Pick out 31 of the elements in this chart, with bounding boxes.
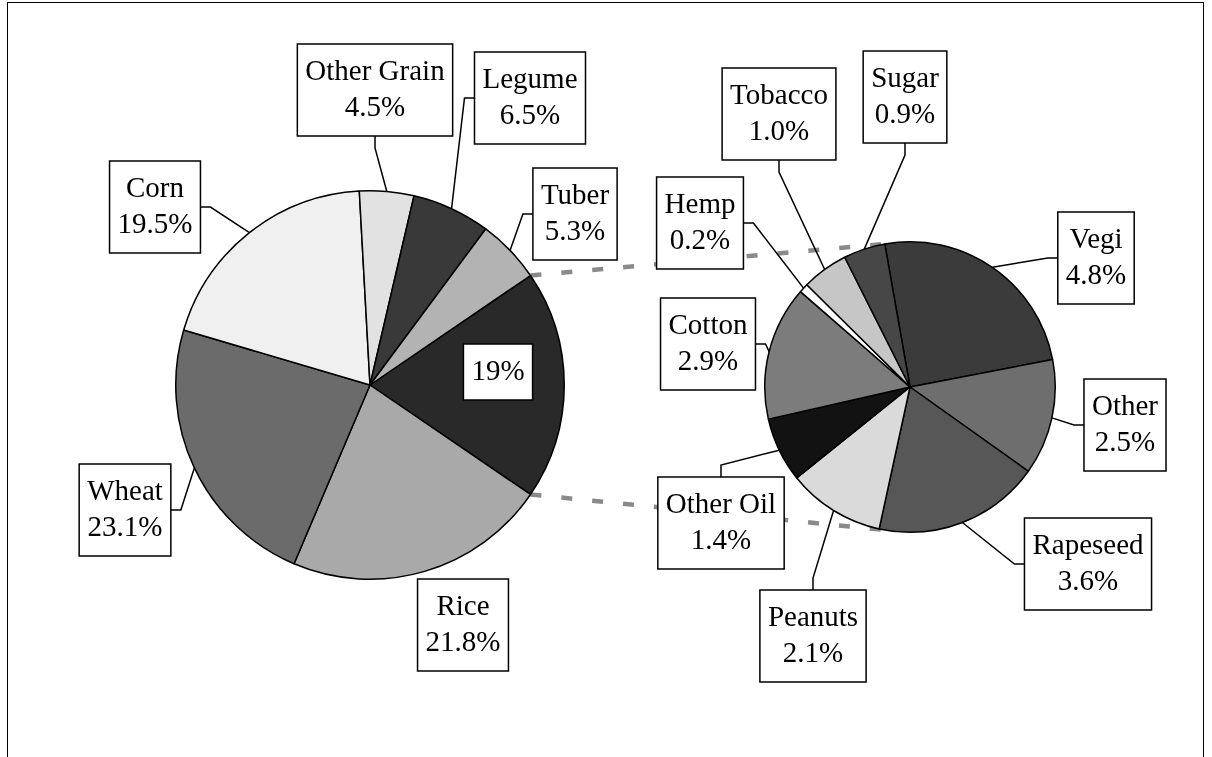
slice-label: Wheat xyxy=(87,473,163,506)
data-label: 1.4% xyxy=(690,522,752,555)
slice-label: Tuber xyxy=(540,177,610,210)
data-label: 2.1% xyxy=(782,635,844,668)
data-label: 2.5% xyxy=(1094,424,1156,457)
data-label: 6.5% xyxy=(499,97,561,130)
slice-label: Other Grain xyxy=(305,53,446,86)
slice-label: Sugar xyxy=(871,60,940,93)
slice-label: Vegi xyxy=(1069,221,1123,254)
slice-label: Hemp xyxy=(664,186,736,219)
slice-label: Corn xyxy=(126,170,185,203)
slice-label: Rapeseed xyxy=(1032,527,1145,560)
slice-label: Peanuts xyxy=(767,599,859,632)
slice-label: Other Oil xyxy=(665,486,777,519)
data-label: 5.3% xyxy=(544,213,606,246)
data-label: 4.8% xyxy=(1065,257,1127,290)
data-label: 19% xyxy=(471,353,525,386)
slice-label: Other xyxy=(1091,388,1159,421)
slice-label: Cotton xyxy=(668,307,748,340)
data-label: 1.0% xyxy=(748,113,810,146)
data-label: 23.1% xyxy=(87,509,163,542)
slice-label: Rice xyxy=(436,588,490,621)
data-label: 3.6% xyxy=(1057,563,1119,596)
data-label: 21.8% xyxy=(425,624,501,657)
data-label: 2.9% xyxy=(677,343,739,376)
slice-label: Legume xyxy=(482,61,578,94)
data-label: 0.9% xyxy=(874,96,936,129)
data-label: 19.5% xyxy=(117,206,193,239)
data-label: 0.2% xyxy=(669,222,731,255)
slice-label: Tobacco xyxy=(730,77,828,110)
data-label: 4.5% xyxy=(344,89,406,122)
